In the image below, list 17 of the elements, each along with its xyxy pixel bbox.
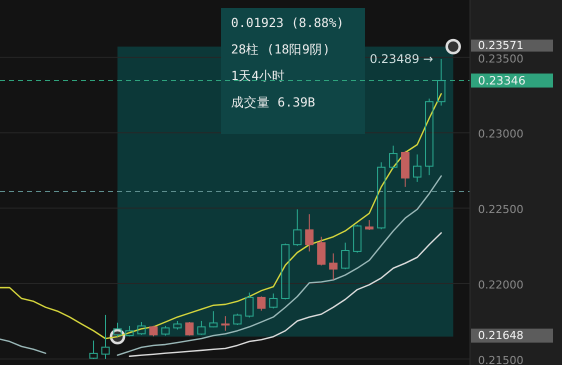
annotation: 0.23489 →	[370, 52, 434, 66]
candlestick	[329, 252, 338, 280]
annotation: 28柱 (18阳9阴)	[231, 42, 330, 56]
text: 0.23571	[478, 39, 524, 52]
candlestick	[413, 154, 422, 182]
annotation: 0.01923 (8.88%)	[231, 15, 344, 30]
text: 0.21648	[478, 329, 524, 342]
y-tick-label: 0.22500	[478, 203, 524, 216]
y-tick-label: 0.22000	[478, 278, 524, 292]
line-series	[128, 232, 442, 357]
y-tick-label: 0.23000	[478, 128, 524, 141]
y-tick-label: 0.23500	[478, 52, 524, 66]
candlestick	[305, 214, 314, 252]
annotation: 成交量 6.39B	[231, 94, 316, 110]
candlestick	[101, 314, 110, 360]
ref-line-label: 0.23346	[478, 74, 526, 88]
y-tick-label: 0.21500	[478, 354, 524, 365]
